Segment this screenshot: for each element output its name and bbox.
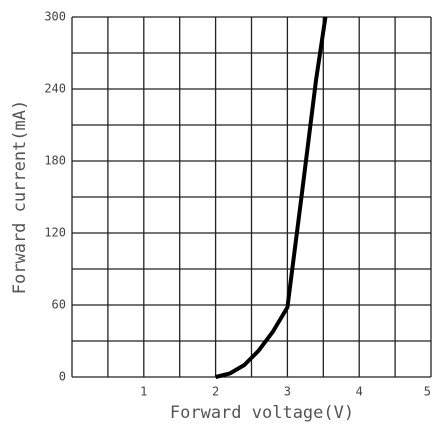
series-line <box>215 16 328 379</box>
x-axis-label: Forward voltage(V) <box>170 403 354 423</box>
y-tick-label: 180 <box>44 154 66 168</box>
x-tick-label: 3 <box>284 385 291 399</box>
y-tick-label: 240 <box>44 82 66 96</box>
x-tick-label: 4 <box>356 385 363 399</box>
x-tick-label: 2 <box>212 385 219 399</box>
y-tick-label: 120 <box>44 226 66 240</box>
y-tick-label: 0 <box>59 370 66 384</box>
y-tick-label: 300 <box>44 10 66 24</box>
x-tick-label: 5 <box>424 385 431 399</box>
y-axis-label: Forward current(mA) <box>10 100 30 294</box>
y-tick-label: 60 <box>52 298 66 312</box>
x-tick-label: 1 <box>140 385 147 399</box>
